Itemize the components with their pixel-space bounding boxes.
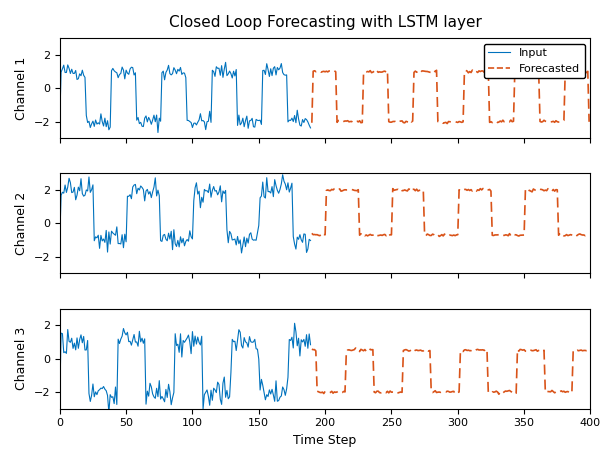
Y-axis label: Channel 2: Channel 2 bbox=[15, 192, 28, 255]
Y-axis label: Channel 1: Channel 1 bbox=[15, 56, 28, 120]
X-axis label: Time Step: Time Step bbox=[293, 434, 357, 447]
Legend: Input, Forecasted: Input, Forecasted bbox=[484, 44, 585, 78]
Y-axis label: Channel 3: Channel 3 bbox=[15, 327, 28, 390]
Title: Closed Loop Forecasting with LSTM layer: Closed Loop Forecasting with LSTM layer bbox=[169, 15, 482, 30]
